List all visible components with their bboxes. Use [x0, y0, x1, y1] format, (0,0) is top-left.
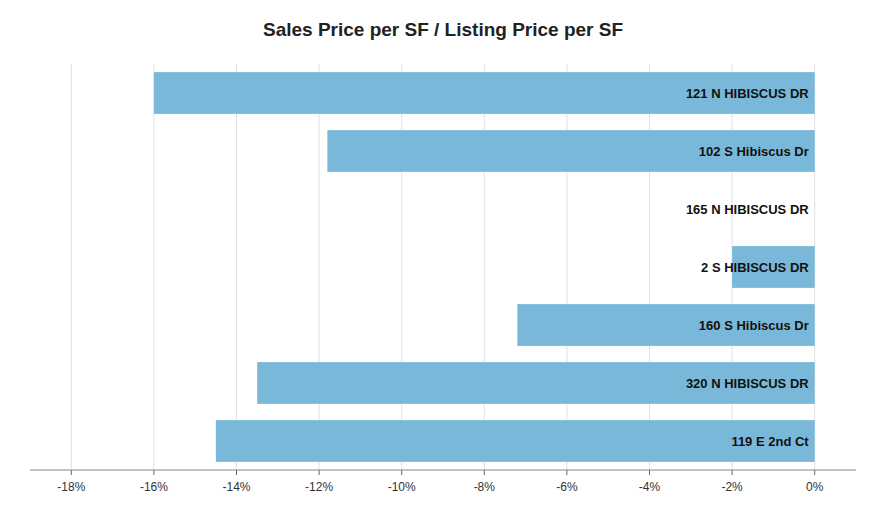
bar [216, 420, 815, 462]
x-axis: -18% -16% -14% -12% -10% -8% -6% -4% -2% 0% [30, 470, 856, 494]
grid-line [401, 64, 402, 470]
grid-line [566, 64, 567, 470]
tick-label: -12% [305, 480, 333, 494]
grid-line [236, 64, 237, 470]
grid-line [649, 64, 650, 470]
category-label: 160 S Hibiscus Dr [699, 318, 809, 333]
bar [154, 72, 815, 114]
tick-mark [566, 470, 567, 475]
bar [327, 130, 814, 172]
tick-label: -14% [222, 480, 250, 494]
tick-label: -16% [140, 480, 168, 494]
grid-line [484, 64, 485, 470]
tick-label: -6% [556, 480, 578, 494]
tick-label: 0% [806, 480, 824, 494]
grid [71, 64, 814, 470]
category-label: 2 S HIBISCUS DR [701, 260, 809, 275]
category-label: 121 N HIBISCUS DR [686, 86, 809, 101]
category-label: 119 E 2nd Ct [731, 434, 809, 449]
axis-line [30, 470, 856, 471]
grid-line [153, 64, 154, 470]
tick-mark [484, 470, 485, 475]
tick-mark [236, 470, 237, 475]
tick-label: -8% [474, 480, 496, 494]
tick-mark [71, 470, 72, 475]
tick-label: -4% [639, 480, 661, 494]
bars [154, 72, 815, 462]
category-labels: 119 E 2nd Ct 320 N HIBISCUS DR 160 S Hibis… [686, 86, 809, 449]
bar [517, 304, 814, 346]
category-label: 102 S Hibiscus Dr [699, 144, 809, 159]
category-label: 165 N HIBISCUS DR [686, 202, 809, 217]
grid-line [71, 64, 72, 470]
tick-mark [732, 470, 733, 475]
category-label: 320 N HIBISCUS DR [686, 376, 809, 391]
chart: Sales Price per SF / Listing Price per S… [0, 0, 886, 518]
tick-mark [401, 470, 402, 475]
tick-mark [649, 470, 650, 475]
bar [257, 362, 815, 404]
tick-mark [814, 470, 815, 475]
tick-label: -10% [388, 480, 416, 494]
grid-line [319, 64, 320, 470]
tick-mark [153, 470, 154, 475]
title: Sales Price per SF / Listing Price per S… [263, 19, 623, 40]
tick-mark [319, 470, 320, 475]
tick-label: -18% [57, 480, 85, 494]
tick-label: -2% [721, 480, 743, 494]
bar [814, 188, 815, 230]
